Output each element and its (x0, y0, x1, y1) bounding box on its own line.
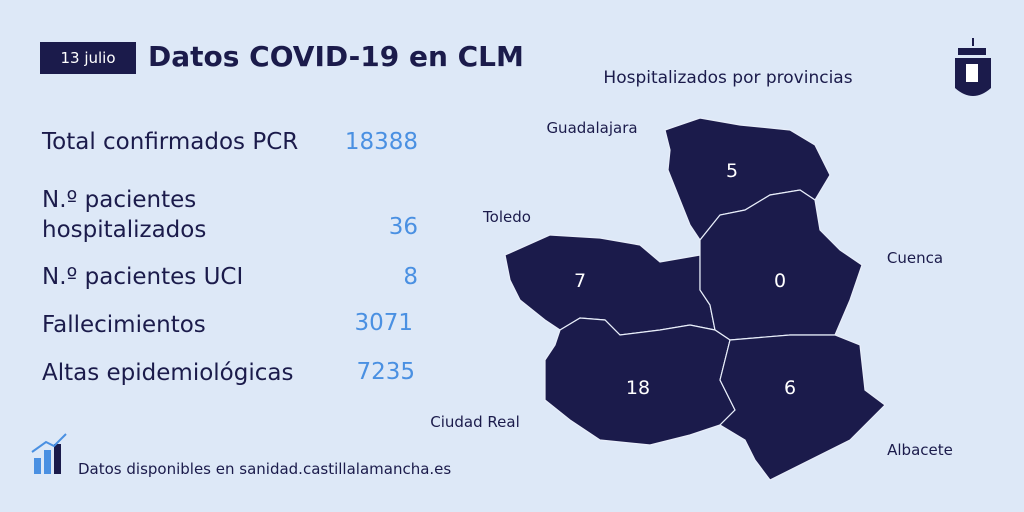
stat-label: Altas epidemiológicas (42, 360, 294, 386)
province-value: 7 (574, 270, 586, 292)
stat-value: 3071 (354, 310, 413, 336)
province-value: 0 (774, 270, 786, 292)
province-toledo (504, 234, 716, 336)
province-name: Albacete (887, 441, 953, 459)
province-value: 18 (626, 377, 650, 399)
stat-value: 7235 (356, 359, 415, 385)
province-albacete (719, 334, 886, 481)
province-name: Ciudad Real (430, 413, 520, 431)
logo (955, 38, 991, 96)
province-name: Guadalajara (546, 119, 637, 137)
stat-label: N.º pacientes UCI (42, 264, 244, 290)
province-value: 5 (726, 160, 738, 182)
province-name: Toledo (482, 208, 531, 226)
province-name: Cuenca (887, 249, 943, 267)
title: Datos COVID-19 en CLM (148, 40, 524, 73)
stat-value: 8 (403, 264, 418, 290)
stat-value: 36 (388, 214, 418, 240)
stat-label: Fallecimientos (42, 312, 206, 338)
province-cuenca (699, 189, 863, 341)
stat-value: 18388 (344, 129, 418, 155)
date-badge: 13 julio (40, 42, 136, 74)
map-title: Hospitalizados por provincias (603, 68, 852, 88)
footer: Datos disponibles en sanidad.castillalam… (78, 460, 452, 478)
province-value: 6 (784, 377, 796, 399)
stat-label: Total confirmados PCR (42, 129, 299, 155)
chart-icon (31, 433, 67, 474)
stat-label: N.º pacientes hospitalizados (42, 187, 207, 243)
